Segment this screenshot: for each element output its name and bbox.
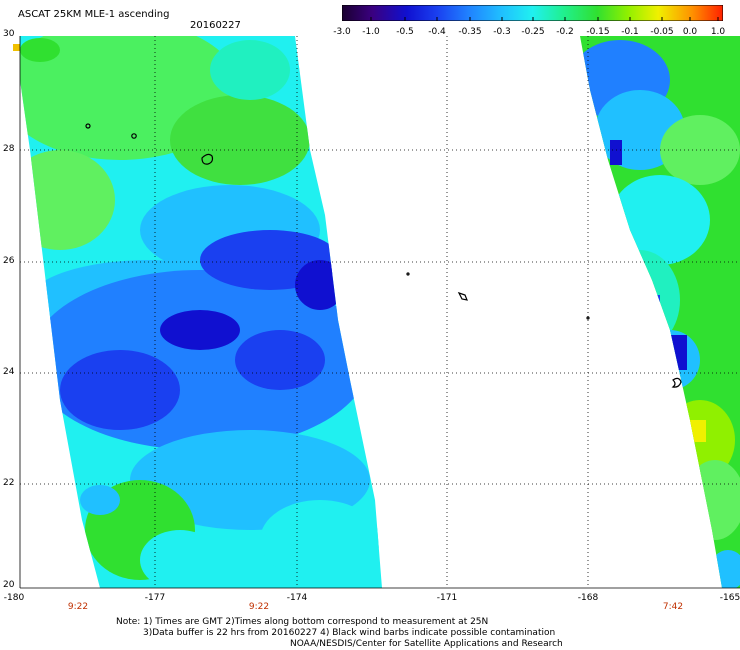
colorbar-label: -0.25: [521, 27, 545, 37]
note-line-1: Note: 1) Times are GMT 2)Times along bot…: [116, 617, 489, 627]
lat-label: 22: [3, 478, 15, 488]
island-outlines: [85, 123, 682, 388]
colorbar-label: -0.2: [556, 27, 574, 37]
colorbar-label: -0.15: [586, 27, 610, 37]
lat-label: 24: [3, 367, 15, 377]
colorbar-label: -1.0: [362, 27, 380, 37]
left-swath: [20, 36, 382, 588]
lat-label: 20: [3, 580, 15, 590]
colorbar-label: -0.1: [621, 27, 639, 37]
lon-label: -168: [577, 593, 599, 603]
graticule: [20, 36, 740, 588]
lat-label: 30: [3, 29, 15, 39]
lon-label: -180: [3, 593, 25, 603]
time-label: 7:42: [662, 602, 684, 612]
map-date: 20160227: [190, 20, 241, 31]
colorbar-label: -0.3: [493, 27, 511, 37]
colorbar-label: 0.0: [682, 27, 698, 37]
colorbar-label: -0.05: [650, 27, 674, 37]
map-title: ASCAT 25KM MLE-1 ascending: [18, 9, 170, 20]
right-swath: [580, 36, 740, 588]
note-line-2: 3)Data buffer is 22 hrs from 20160227 4)…: [143, 628, 556, 638]
time-label: 9:22: [67, 602, 89, 612]
time-label: 9:22: [248, 602, 270, 612]
colorbar-label: -0.5: [396, 27, 414, 37]
colorbar-label: -3.0: [333, 27, 351, 37]
lon-label: -171: [436, 593, 458, 603]
plot-frame: [19, 36, 740, 589]
colorbar-label: -0.4: [428, 27, 446, 37]
left-yellow-cell: [13, 44, 20, 51]
lon-label: -165: [719, 593, 740, 603]
note-line-3: NOAA/NESDIS/Center for Satellite Applica…: [290, 639, 563, 649]
lon-label: -174: [286, 593, 308, 603]
colorbar-ticks: [342, 17, 719, 21]
colorbar: [342, 5, 723, 21]
lat-label: 26: [3, 256, 15, 266]
colorbar-label: -0.35: [458, 27, 482, 37]
colorbar-label: 1.0: [710, 27, 726, 37]
lon-label: -177: [144, 593, 166, 603]
lat-label: 28: [3, 144, 15, 154]
